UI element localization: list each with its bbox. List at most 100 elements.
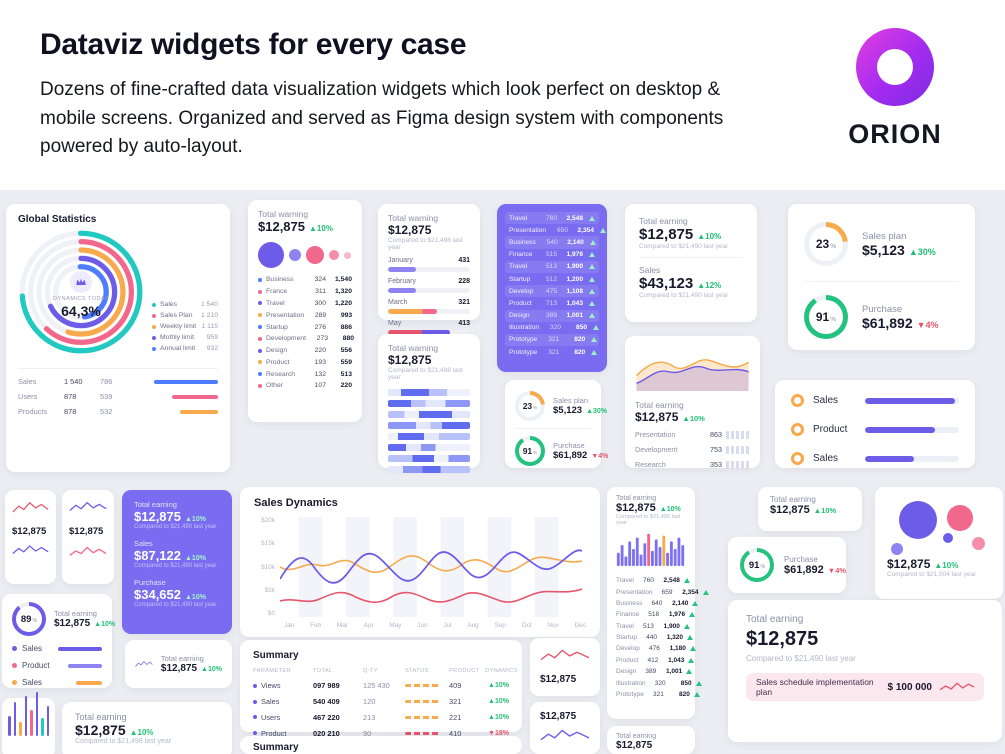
delta-badge: ▲10% <box>934 561 959 570</box>
heatmap-row <box>388 433 470 440</box>
item-value-2: 1,540 <box>334 276 352 284</box>
mini-spark-widget: $12,875 <box>5 490 56 584</box>
summary-row: Views 097 989 125 430 409 ▲10% <box>253 678 509 694</box>
row-value-1: 321 <box>548 336 560 344</box>
up-arrow-icon <box>683 578 690 584</box>
row-name: Develop <box>509 287 534 295</box>
row-value-1: 513 <box>545 263 557 271</box>
ranking-row: Develop 476 1,180 <box>616 643 696 654</box>
ranking-row: Prototype 321 820 <box>505 346 599 358</box>
row-qty: 120 <box>363 697 376 707</box>
delta-badge: ▲10% <box>185 594 206 601</box>
row-name: Startup <box>616 634 637 642</box>
row-value-2: 1,001 <box>665 668 683 676</box>
radio-icon[interactable] <box>791 394 804 407</box>
item-value-1: 300 <box>314 299 326 307</box>
ranking-row: Design 389 1,001 <box>616 666 693 677</box>
legend-item: Sales <box>12 674 102 691</box>
sparkline <box>69 501 107 511</box>
month-tick: Mar <box>336 622 348 629</box>
comparison-note: Compared to $21,490 last year <box>134 524 217 530</box>
month-tick: Apr <box>363 622 374 629</box>
month-bar-row: May 413 <box>388 320 470 335</box>
row-value-2: 2,140 <box>672 599 689 607</box>
plan-banner[interactable]: Sales schedule implementation plan $ 100… <box>746 673 984 701</box>
row-value-1: 412 <box>647 656 659 664</box>
row-value-1: 659 <box>661 588 673 596</box>
legend-dot <box>152 313 156 318</box>
summary-row: Product 020 210 90 410 ▼18% <box>253 725 509 741</box>
row-name: Design <box>509 312 530 320</box>
list-item: Business 324 1,540 <box>258 274 352 286</box>
radio-icon[interactable] <box>791 423 804 436</box>
month-label: March <box>388 299 408 306</box>
legend-dot <box>12 680 17 685</box>
gauges-widget: 23% Sales plan $5,123 ▲30% 91% Purchase $… <box>788 204 975 350</box>
row-delta: ▲10% <box>488 713 509 721</box>
stat-label: Total earning <box>54 609 97 618</box>
sparkline <box>540 729 590 741</box>
stat-label: Total earning <box>770 495 816 504</box>
bubble-chart <box>887 497 991 557</box>
row-value-2: 820 <box>678 690 690 698</box>
area-chart <box>635 359 749 391</box>
amount: $43,123 <box>639 275 694 292</box>
bar-chart <box>2 692 55 742</box>
amount: $61,892 <box>553 450 588 461</box>
row-dot <box>253 699 257 704</box>
delta-badge: ▲10% <box>682 414 705 423</box>
row-value-2: 1,043 <box>566 299 583 307</box>
slider-row: Sales <box>789 386 961 415</box>
status-dashes <box>405 700 439 704</box>
legend-bar <box>68 663 102 668</box>
item-value-2: 556 <box>340 347 352 355</box>
month-value: 321 <box>458 299 470 306</box>
divider <box>515 428 591 429</box>
row-name: Illustration <box>616 679 646 687</box>
row-dot <box>253 715 257 720</box>
gauge-row: 89% Total earning $12,875 ▲10% <box>12 602 115 636</box>
slider-track[interactable] <box>865 455 959 462</box>
heatmap-row <box>388 400 470 407</box>
heatmap-row <box>388 455 470 462</box>
orion-logo: ORION <box>835 28 955 150</box>
mini-spark-widget: $12,875 <box>530 702 600 754</box>
row-name: Travel <box>616 622 634 630</box>
slider-track[interactable] <box>865 397 959 404</box>
legend-label: Sales <box>22 644 43 653</box>
amount: $12,875 <box>134 509 181 524</box>
legend-value: 1 210 <box>200 312 218 319</box>
metric-row: Research 353 <box>635 457 750 472</box>
list-item: Startup 276 886 <box>258 321 352 333</box>
stat-label: Purchase <box>134 578 166 587</box>
ranking-row: Startup 440 1,320 <box>616 632 693 643</box>
amount: $12,875 <box>540 674 577 685</box>
radio-icon[interactable] <box>791 452 804 465</box>
comparison-note: Compared to $21,490 last year <box>639 243 729 250</box>
amount: $12,875 <box>540 711 577 722</box>
row-name: Develop <box>616 645 640 653</box>
month-value: 431 <box>458 257 470 264</box>
item-value-2: 993 <box>340 311 353 319</box>
legend-label: Sales Plan <box>160 312 193 319</box>
stat-label: Total earning <box>75 712 127 722</box>
summary-row: Users 467 220 213 221 ▲10% <box>253 710 509 726</box>
bubble <box>289 249 301 261</box>
ranking-row: Illustration 320 850 <box>505 322 600 334</box>
list-item: Product 193 559 <box>258 356 352 368</box>
percent-sign: % <box>830 243 837 250</box>
row-name: Startup <box>509 275 531 283</box>
legend-value: 959 <box>206 334 218 341</box>
row-name: Business <box>616 599 643 607</box>
row-value-1: 440 <box>646 634 657 642</box>
delta-badge: ▲10% <box>813 506 837 515</box>
item-name: France <box>266 288 288 296</box>
slider-track[interactable] <box>865 426 959 433</box>
slider-fill <box>865 455 914 462</box>
earning-widget-cut: Total earning $12,875 <box>607 726 695 754</box>
item-value-1: 276 <box>314 323 326 331</box>
global-statistics-widget: Global Statistics <box>6 204 230 472</box>
item-dot <box>258 372 262 377</box>
ranking-row: Prototype 321 820 <box>505 333 599 347</box>
heatmap-row <box>388 466 470 473</box>
